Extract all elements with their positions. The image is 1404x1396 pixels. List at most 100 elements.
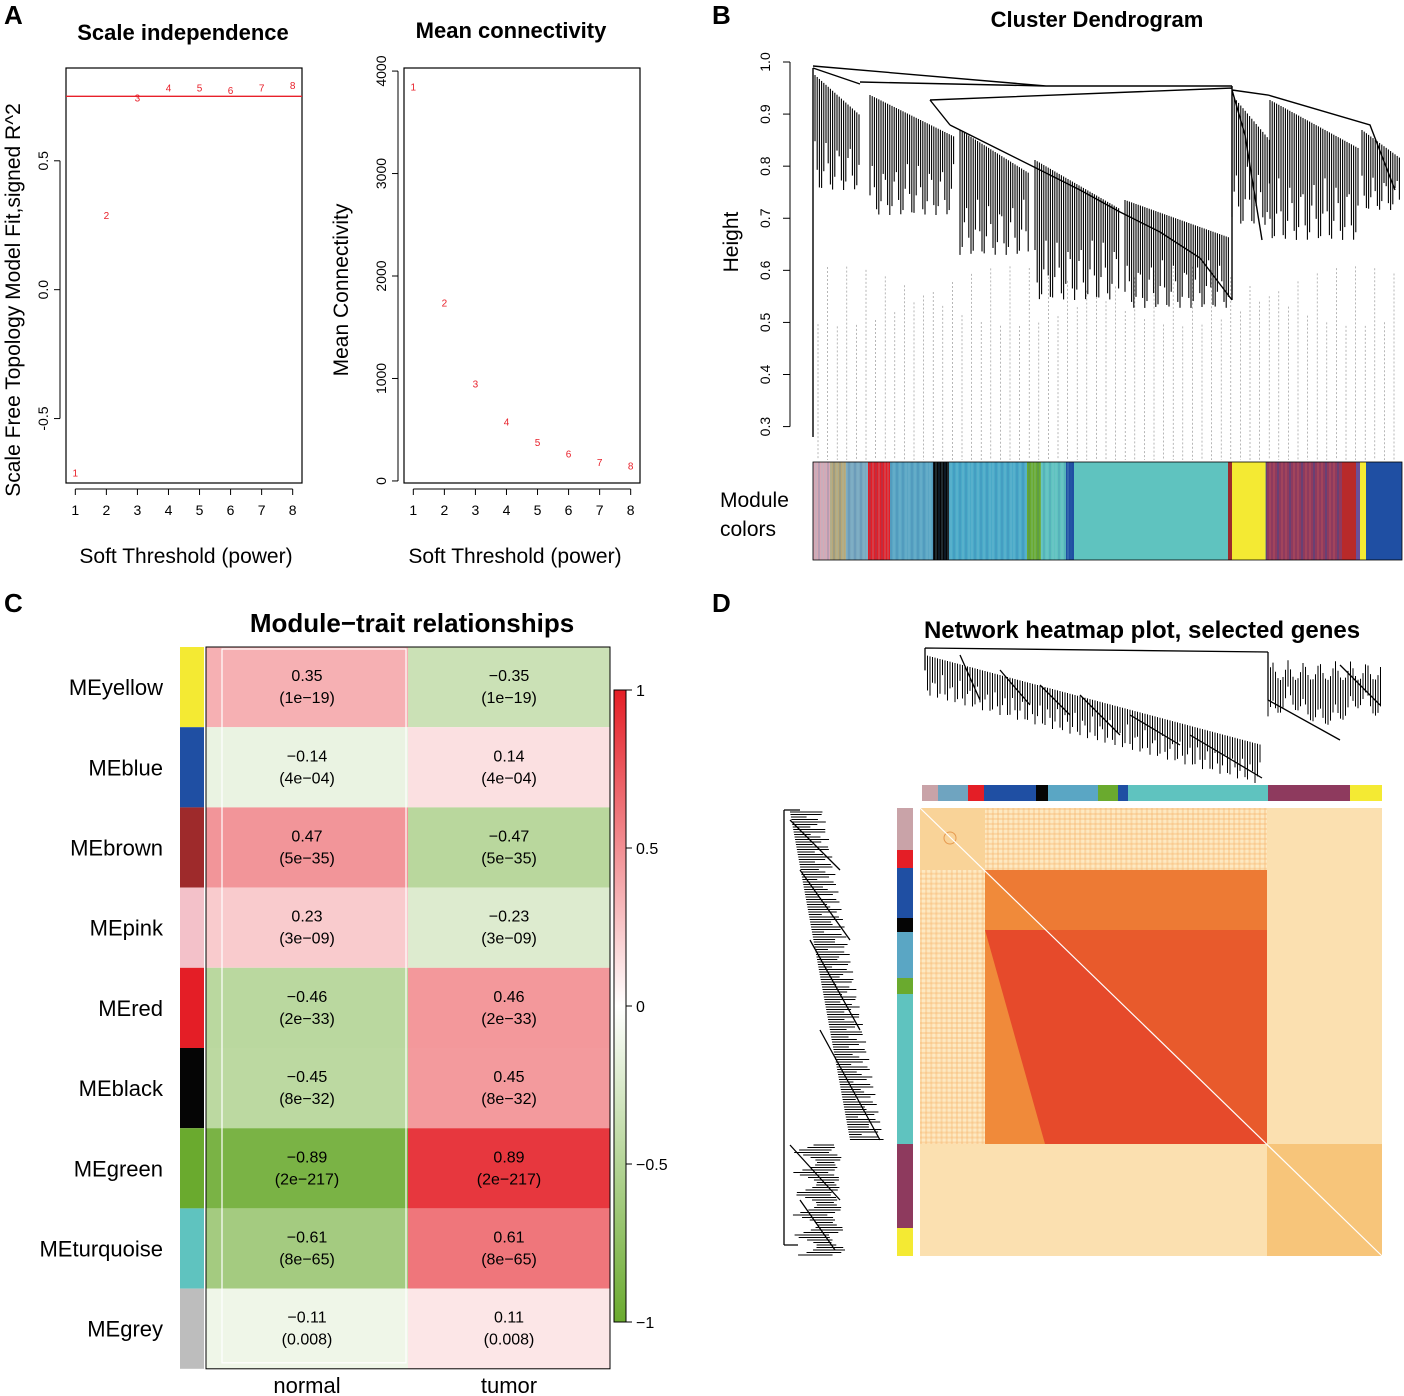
scale-independence-y-tick-label: 0.5 <box>35 151 51 171</box>
cell-pvalue: (4e−04) <box>481 770 537 787</box>
scale-independence-x-tick-label: 6 <box>227 502 235 518</box>
network-heatmap-band <box>920 808 922 1256</box>
network-heatmap-band <box>945 808 948 1256</box>
network-heatmap-band <box>920 852 1382 855</box>
module-color-segment <box>1266 462 1342 560</box>
network-left-color-segment <box>897 932 913 978</box>
network-heatmap-band <box>920 822 1382 825</box>
heatmap-cell <box>206 887 408 968</box>
heatmap-cell <box>206 967 408 1048</box>
cell-pvalue: (3e−09) <box>279 931 335 948</box>
module-color-segment <box>1066 462 1074 560</box>
scale-independence-point-label: 3 <box>135 94 141 105</box>
network-top-color-segment <box>1118 785 1128 801</box>
scale-independence-point-label: 1 <box>73 469 79 480</box>
cell-correlation: −0.11 <box>287 1310 326 1327</box>
network-heatmap-diagonal <box>919 807 1383 1257</box>
network-heatmap-band <box>961 808 964 1256</box>
heatmap-cell <box>206 647 408 728</box>
mean-connectivity-y-tick-label: 3000 <box>373 158 389 189</box>
cell-pvalue: (5e−35) <box>279 851 335 868</box>
cell-correlation: −0.61 <box>287 1230 328 1247</box>
scale-independence-point-label: 8 <box>290 81 296 92</box>
network-heatmap: Network heatmap plot, selected genes <box>783 617 1383 1257</box>
heatmap-cell <box>408 1288 610 1369</box>
colorbar-tick-label: 0.5 <box>636 841 658 858</box>
heatmap-frame <box>205 646 611 1370</box>
network-offdiag-block <box>1267 808 1382 1144</box>
colorbar-tick-label: 1 <box>636 683 645 700</box>
module-color-segment <box>830 462 846 560</box>
network-heatmap-band <box>930 808 933 1256</box>
network-left-color-segment <box>897 1228 913 1256</box>
module-color-segment <box>1228 462 1232 560</box>
dendrogram-y-tick-label: 0.7 <box>757 208 773 228</box>
network-top-color-segment <box>1268 785 1350 801</box>
network-top-color-segment <box>1048 785 1098 801</box>
mean-connectivity-x-tick-label: 6 <box>565 502 573 518</box>
dendrogram-y-tick-label: 0.9 <box>757 104 773 124</box>
module-color-segment <box>846 462 868 560</box>
mean-connectivity-x-tick-label: 8 <box>627 502 635 518</box>
network-left-color-segment <box>897 868 913 918</box>
cluster-dendrogram-plot: Cluster Dendrogram Height Module colors … <box>720 7 1403 561</box>
colorbar-tick-label: −1 <box>636 1315 654 1332</box>
scale-independence-y-tick-label: 0.0 <box>35 280 51 300</box>
colorbar <box>613 689 627 1323</box>
cell-correlation: 0.61 <box>493 1230 524 1247</box>
cell-pvalue: (8e−65) <box>481 1252 537 1269</box>
scale-independence-title: Scale independence <box>77 20 289 45</box>
mean-connectivity-point-label: 4 <box>504 418 510 429</box>
module-color-swatch <box>180 647 204 728</box>
module-row-label: MEbrown <box>70 836 163 861</box>
mean-connectivity-title: Mean connectivity <box>416 18 607 43</box>
dendrogram-y-tick-label: 0.6 <box>757 260 773 280</box>
cell-correlation: 0.11 <box>494 1310 524 1327</box>
network-heatmap-band <box>920 817 1382 820</box>
heatmap-cell <box>408 887 610 968</box>
network-offdiag-block <box>920 1144 1267 1256</box>
module-color-segment <box>933 462 949 560</box>
network-heatmap-band <box>950 808 953 1256</box>
network-top-color-segment <box>938 785 968 801</box>
heatmap-cell <box>408 807 610 888</box>
module-color-frame <box>812 461 1403 561</box>
cell-correlation: −0.89 <box>287 1149 328 1166</box>
panel-label-c: C <box>4 588 23 618</box>
mean-connectivity-x-tick-label: 3 <box>472 502 480 518</box>
cell-pvalue: (0.008) <box>484 1332 535 1349</box>
module-color-segment <box>1027 462 1041 560</box>
network-heatmap-band <box>940 808 943 1256</box>
module-trait-title: Module−trait relationships <box>250 608 574 638</box>
module-row-label: MEblue <box>88 755 163 780</box>
scale-independence-ylabel: Scale Free Topology Model Fit,signed R^2 <box>2 103 25 497</box>
network-heatmap-band <box>981 808 984 1256</box>
mean-connectivity-y-tick-label: 2000 <box>373 260 389 291</box>
module-row-label: MEred <box>98 996 163 1021</box>
network-heatmap-title: Network heatmap plot, selected genes <box>924 617 1360 644</box>
scale-independence-point-label: 2 <box>104 211 110 222</box>
network-heatmap-band <box>920 862 1382 865</box>
mean-connectivity-x-tick-label: 1 <box>409 502 417 518</box>
heatmap-cell <box>408 1128 610 1209</box>
scale-independence-x-tick-label: 4 <box>165 502 173 518</box>
module-color-segment <box>1074 462 1228 560</box>
cell-pvalue: (3e−09) <box>481 931 537 948</box>
network-heatmap-band <box>920 808 1382 810</box>
network-heatmap-band <box>920 842 1382 845</box>
cell-correlation: −0.23 <box>489 909 530 926</box>
cell-correlation: 0.46 <box>493 989 524 1006</box>
mean-connectivity-point-label: 3 <box>473 380 479 391</box>
cell-pvalue: (8e−32) <box>279 1091 335 1108</box>
module-color-swatch <box>180 1128 204 1209</box>
cell-correlation: −0.45 <box>287 1069 328 1086</box>
network-heatmap-band <box>976 808 979 1256</box>
heatmap-cell <box>206 1208 408 1289</box>
module-color-swatch <box>180 1048 204 1129</box>
module-color-segment <box>1356 462 1360 560</box>
cell-pvalue: (0.008) <box>282 1332 333 1349</box>
module-colors-label-line2: colors <box>720 518 776 541</box>
module-color-swatch <box>180 807 204 888</box>
module-color-swatch <box>180 1288 204 1369</box>
mean-connectivity-xlabel: Soft Threshold (power) <box>408 545 621 568</box>
